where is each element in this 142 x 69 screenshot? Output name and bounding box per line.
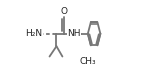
- Text: ··: ··: [52, 29, 58, 39]
- Text: CH₃: CH₃: [80, 57, 96, 67]
- Text: NH: NH: [67, 29, 81, 38]
- Text: H₂N: H₂N: [25, 29, 42, 38]
- Text: O: O: [61, 7, 68, 16]
